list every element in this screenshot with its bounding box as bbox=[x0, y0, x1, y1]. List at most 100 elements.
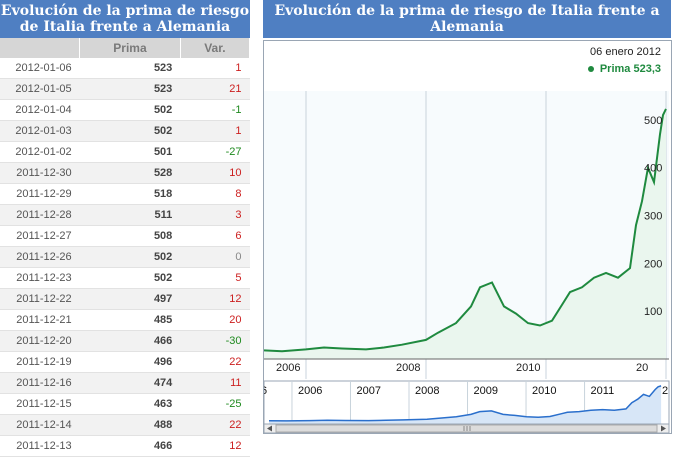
table-row: 2011-12-21 485 20 bbox=[0, 309, 250, 331]
row-date: 2012-01-06 bbox=[0, 58, 80, 79]
chart-svg: 100 200 300 400 500 2006 2008 2010 20 2006 2007 200… bbox=[264, 91, 670, 433]
table-row: 2012-01-06 523 1 bbox=[0, 58, 250, 79]
row-date: 2011-12-19 bbox=[0, 351, 80, 373]
row-date: 2011-12-22 bbox=[0, 288, 80, 310]
row-prima: 497 bbox=[79, 288, 181, 310]
navigator-edge-label-right: 2 bbox=[662, 385, 668, 397]
row-prima: 474 bbox=[79, 372, 181, 394]
row-var: 3 bbox=[180, 204, 250, 226]
row-var: 12 bbox=[180, 435, 250, 457]
y-tick-label: 500 bbox=[644, 115, 662, 127]
row-date: 2011-12-28 bbox=[0, 204, 80, 226]
scroll-left-arrow-icon bbox=[267, 425, 272, 432]
row-prima: 523 bbox=[79, 58, 181, 79]
navigator-area bbox=[269, 385, 662, 424]
table-row: 2011-12-29 518 8 bbox=[0, 183, 250, 205]
row-prima: 523 bbox=[79, 78, 181, 100]
table-row: 2012-01-05 523 21 bbox=[0, 78, 250, 100]
table-header-row: Prima Var. bbox=[0, 38, 251, 58]
table-row: 2011-12-28 511 3 bbox=[0, 204, 250, 226]
table-row: 2011-12-13 466 12 bbox=[0, 435, 250, 457]
row-prima: 485 bbox=[79, 309, 181, 331]
series-line bbox=[264, 108, 667, 353]
navigator-year-label: 2006 bbox=[298, 385, 322, 397]
row-date: 2012-01-04 bbox=[0, 99, 80, 121]
row-date: 2011-12-16 bbox=[0, 372, 80, 394]
x-tick-label: 2010 bbox=[516, 362, 540, 374]
table-row: 2011-12-30 528 10 bbox=[0, 162, 250, 184]
row-var: 6 bbox=[180, 225, 250, 247]
row-prima: 502 bbox=[79, 120, 181, 142]
row-var: 21 bbox=[180, 78, 250, 100]
legend-series: Prima 523,3 bbox=[587, 63, 661, 75]
row-date: 2011-12-27 bbox=[0, 225, 80, 247]
table-row: 2012-01-04 502 -1 bbox=[0, 99, 250, 121]
prima-table: Prima Var. 2012-01-06 523 1 2012-01-05 523 21… bbox=[0, 38, 251, 457]
row-date: 2011-12-20 bbox=[0, 330, 80, 352]
header-date bbox=[0, 38, 81, 58]
row-var: -30 bbox=[180, 330, 250, 352]
navigator-year-label: 2010 bbox=[532, 385, 556, 397]
row-var: 22 bbox=[180, 414, 250, 436]
row-date: 2011-12-21 bbox=[0, 309, 80, 331]
y-tick-label: 100 bbox=[644, 306, 662, 318]
legend-date: 06 enero 2012 bbox=[590, 46, 661, 58]
table-row: 2011-12-26 502 0 bbox=[0, 246, 250, 268]
row-date: 2011-12-14 bbox=[0, 414, 80, 436]
scroll-right-arrow-icon bbox=[661, 425, 666, 432]
table-title: Evolución de la prima de riesgo de Itali… bbox=[0, 0, 250, 38]
row-prima: 496 bbox=[79, 351, 181, 373]
table-row: 2011-12-22 497 12 bbox=[0, 288, 250, 310]
legend-dot-icon bbox=[587, 66, 594, 73]
y-tick-label: 400 bbox=[644, 163, 662, 175]
navigator-year-label: 2008 bbox=[415, 385, 439, 397]
row-prima: 518 bbox=[79, 183, 181, 205]
row-var: 0 bbox=[180, 246, 250, 268]
header-var: Var. bbox=[180, 38, 251, 58]
row-var: 12 bbox=[180, 288, 250, 310]
row-prima: 488 bbox=[79, 414, 181, 436]
table-row: 2011-12-20 466 -30 bbox=[0, 330, 250, 352]
row-var: 1 bbox=[180, 58, 250, 79]
row-prima: 511 bbox=[79, 204, 181, 226]
row-prima: 502 bbox=[79, 267, 181, 289]
table-row: 2011-12-16 474 11 bbox=[0, 372, 250, 394]
row-prima: 466 bbox=[79, 330, 181, 352]
header-prima: Prima bbox=[79, 38, 181, 58]
row-prima: 502 bbox=[79, 246, 181, 268]
navigator-line bbox=[268, 385, 662, 422]
chart-title: Evolución de la prima de riesgo de Itali… bbox=[263, 0, 671, 38]
row-var: -1 bbox=[180, 99, 250, 121]
navigator-year-label: 2009 bbox=[474, 385, 498, 397]
row-date: 2011-12-13 bbox=[0, 435, 80, 457]
x-tick-label: 2006 bbox=[276, 362, 300, 374]
x-tick-label: 20 bbox=[636, 362, 648, 374]
y-tick-label: 200 bbox=[644, 258, 662, 270]
chart-panel: 100 200 300 400 500 2006 2008 2010 20 2006 2007 200… bbox=[263, 40, 672, 434]
y-tick-label: 300 bbox=[644, 211, 662, 223]
navigator-year-label: 2011 bbox=[591, 385, 615, 397]
row-prima: 466 bbox=[79, 435, 181, 457]
row-var: -27 bbox=[180, 141, 250, 163]
row-var: -25 bbox=[180, 393, 250, 415]
table-row: 2012-01-03 502 1 bbox=[0, 120, 250, 142]
row-date: 2011-12-29 bbox=[0, 183, 80, 205]
row-var: 5 bbox=[180, 267, 250, 289]
row-date: 2011-12-30 bbox=[0, 162, 80, 184]
table-row: 2011-12-19 496 22 bbox=[0, 351, 250, 373]
navigator-year-label: 2007 bbox=[356, 385, 380, 397]
row-date: 2012-01-05 bbox=[0, 78, 80, 100]
row-prima: 463 bbox=[79, 393, 181, 415]
table-row: 2011-12-27 508 6 bbox=[0, 225, 250, 247]
row-date: 2012-01-02 bbox=[0, 141, 80, 163]
row-date: 2011-12-26 bbox=[0, 246, 80, 268]
row-var: 10 bbox=[180, 162, 250, 184]
row-date: 2011-12-15 bbox=[0, 393, 80, 415]
table-row: 2012-01-02 501 -27 bbox=[0, 141, 250, 163]
table-row: 2011-12-15 463 -25 bbox=[0, 393, 250, 415]
row-var: 20 bbox=[180, 309, 250, 331]
row-prima: 528 bbox=[79, 162, 181, 184]
x-tick-label: 2008 bbox=[396, 362, 420, 374]
row-var: 11 bbox=[180, 372, 250, 394]
table-row: 2011-12-14 488 22 bbox=[0, 414, 250, 436]
